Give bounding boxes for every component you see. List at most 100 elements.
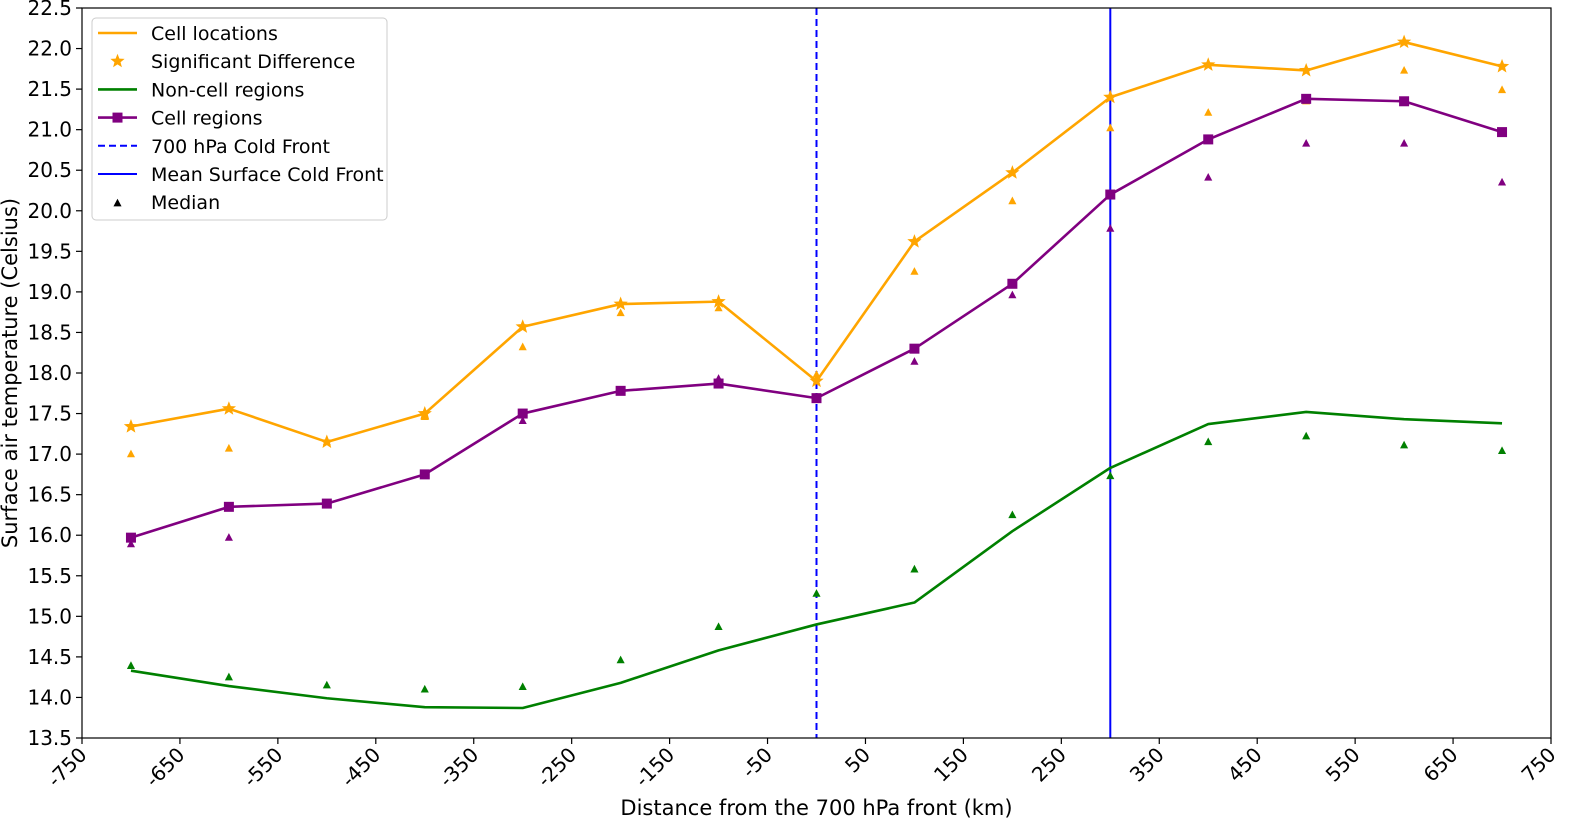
significant-difference-point [417,406,432,420]
cell-regions-point [1497,127,1508,138]
median-point-cell-locations [518,342,527,351]
legend: Cell locations Significant Difference Non-… [91,17,388,221]
significant-difference-point [515,319,530,333]
median-point-cell-regions [518,416,527,425]
median-point-cell-locations [126,449,136,458]
significant-difference-point [1103,89,1118,104]
y-tick-label: 21.5 [27,77,72,101]
median-point-non-cell-regions [1008,510,1017,519]
median-point-non-cell-regions [616,655,625,664]
legend-swatch [110,53,125,68]
legend-item-mean-surface-cold-front: Mean Surface Cold Front [98,164,384,186]
y-tick-label: 14.5 [27,645,72,669]
legend-label: 700 hPa Cold Front [151,136,330,158]
cell-regions-point [1203,134,1214,145]
y-axis: 13.5 14.0 14.5 15.0 15.5 16.0 16.5 17.0 17.5 18.0… [27,0,82,750]
y-tick-label: 18.5 [27,320,72,344]
median-point-cell-regions [126,539,136,548]
median-point-non-cell-regions [1106,471,1115,480]
median-point-cell-locations [910,267,919,275]
significant-difference-point [711,294,726,308]
cell-regions-point [811,393,822,404]
y-tick-label: 21.0 [27,118,72,142]
legend-item-non-cell-regions: Non-cell regions [98,79,304,101]
significant-difference-point [1494,58,1510,73]
median-point-non-cell-regions [1497,446,1507,455]
median-point-non-cell-regions [1302,431,1311,440]
x-axis-title: Distance from the 700 hPa front (km) [620,796,1012,820]
significant-difference-point [221,401,237,415]
significant-difference-point [1201,57,1216,71]
y-tick-label: 16.0 [27,523,72,547]
y-tick-label: 16.5 [27,483,72,507]
median-point-non-cell-regions [126,661,136,669]
median-point-cell-regions [1497,177,1507,186]
cell-regions-point [1399,96,1410,107]
y-tick-label: 19.0 [27,280,72,304]
y-tick-label: 13.5 [27,726,72,750]
legend-item-700-hpa-cold-front: 700 hPa Cold Front [98,136,330,158]
median-point-cell-locations [1400,65,1409,74]
y-tick-label: 20.0 [27,199,72,223]
legend-item-cell-locations: Cell locations [98,23,278,45]
y-tick-label: 20.5 [27,158,72,182]
median-point-non-cell-regions [518,682,527,691]
cell-regions-point [1301,93,1312,104]
y-tick-label: 19.5 [27,239,72,263]
median-point-cell-regions [1302,138,1311,147]
y-tick-label: 15.5 [27,564,72,588]
median-point-cell-locations [1204,108,1213,116]
median-point-non-cell-regions [714,622,723,631]
median-point-non-cell-regions [1204,437,1213,446]
cell-regions-point [223,501,234,512]
cell-regions-point [713,378,724,389]
median-point-cell-locations [1008,196,1017,205]
significant-difference-point [1396,34,1412,49]
median-point-cell-locations [714,303,723,312]
median-point-non-cell-regions [910,564,919,573]
median-point-cell-regions [1400,138,1409,147]
median-point-non-cell-regions [1400,440,1409,449]
median-point-cell-regions [910,357,919,365]
cell-regions-point [419,469,430,480]
y-tick-label: 15.0 [27,604,72,628]
median-point-cell-regions [1204,173,1213,181]
legend-label: Significant Difference [151,51,355,73]
series-line-non-cell-regions [130,410,1503,710]
legend-label: Median [151,192,220,214]
y-tick-label: 17.0 [27,442,72,466]
significant-difference-point [907,234,922,248]
median-point-cell-regions [224,533,233,541]
y-axis-title: Surface air temperature (Celsius) [0,198,22,548]
significant-difference-point [319,434,334,449]
median-point-cell-regions [1106,224,1115,232]
legend-box [91,17,388,221]
legend-label: Cell regions [151,108,263,130]
median-point-non-cell-regions [420,684,429,693]
significant-difference-point [123,419,139,433]
median-point-cell-locations [224,443,233,452]
median-point-cell-locations [1497,85,1507,94]
legend-item-cell-regions: Cell regions [98,108,263,130]
legend-swatch [113,198,122,207]
y-tick-label: 17.5 [27,402,72,426]
y-tick-label: 14.0 [27,685,72,709]
legend-swatch-marker [112,112,123,123]
legend-item-significant-difference: Significant Difference [110,51,355,73]
cell-regions-point [909,343,920,354]
cell-regions-point [615,385,626,396]
cell-regions-point [1007,278,1018,289]
cell-regions-point [125,532,136,543]
cell-regions-point [1105,189,1116,200]
y-tick-label: 22.0 [27,37,72,61]
legend-item-median: Median [113,192,220,214]
legend-label: Non-cell regions [151,79,304,101]
median-point-cell-locations [616,308,625,317]
significant-difference-point [1299,62,1314,77]
legend-label: Mean Surface Cold Front [151,164,384,186]
median-point-cell-locations [1106,123,1115,132]
legend-label: Cell locations [151,23,278,45]
cell-regions-point [517,408,528,419]
y-tick-label: 22.5 [27,0,72,20]
